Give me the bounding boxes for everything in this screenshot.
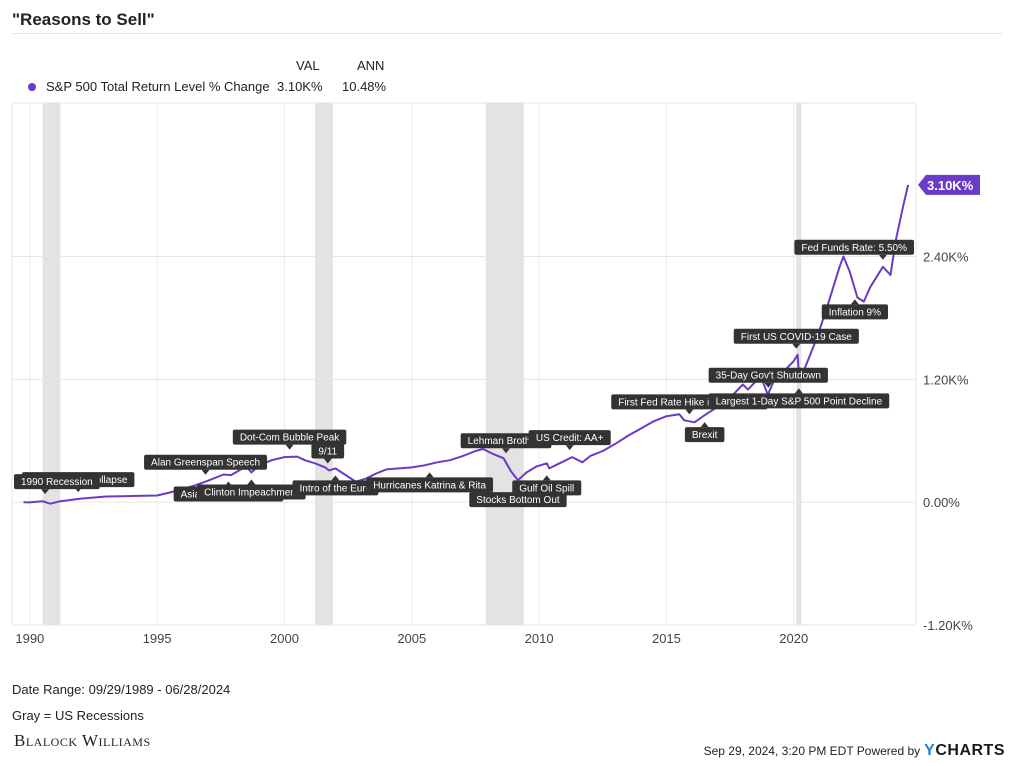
annotation-pointer <box>323 458 332 464</box>
annotation-label: Gulf Oil Spill <box>519 483 574 494</box>
annotation-label: Alan Greenspan Speech <box>151 458 260 469</box>
annotation-label: Lehman Brothers <box>468 436 545 447</box>
annotation[interactable]: Fed Funds Rate: 5.50% <box>794 239 914 260</box>
annotation-pointer <box>685 409 694 415</box>
annotation-pointer <box>542 475 551 481</box>
x-tick-label: 2010 <box>525 631 554 646</box>
annotation-pointer <box>850 299 859 305</box>
x-tick-label: 2015 <box>652 631 681 646</box>
annotation-box <box>528 430 611 446</box>
annotation-pointer <box>285 444 294 450</box>
end-value-label: 3.10K% <box>927 178 974 193</box>
annotation-label: Dot-Com Bubble Peak <box>240 433 340 444</box>
annotation[interactable]: Inflation 9% <box>821 299 889 320</box>
annotation-box <box>469 492 567 508</box>
legend-series-name: S&P 500 Total Return Level % Change <box>46 79 270 94</box>
plot-area <box>11 102 917 626</box>
annotation-pointer <box>792 343 801 349</box>
annotation-pointer <box>502 448 511 454</box>
y-tick-label: 0.00% <box>923 495 960 510</box>
annotation-label: First Fed Rate Hike in a Decade <box>618 397 761 408</box>
annotation-label: Hurricanes Katrina & Rita <box>373 480 486 491</box>
annotation-pointer <box>878 254 887 260</box>
legend-col-val: VAL <box>296 58 320 73</box>
x-tick-label: 1995 <box>143 631 172 646</box>
annotation[interactable]: Dot-Com Bubble Peak <box>232 429 347 450</box>
chart-title: "Reasons to Sell" <box>12 10 155 29</box>
annotation-label: 9/11 <box>318 446 337 457</box>
annotation[interactable]: Hurricanes Katrina & Rita <box>366 472 494 493</box>
annotation[interactable]: Largest 1-Day S&P 500 Point Decline <box>708 388 890 409</box>
annotation[interactable]: Intro of the Euro <box>292 475 379 496</box>
annotation[interactable]: Brexit <box>684 422 725 443</box>
annotation-label: First US COVID-19 Case <box>741 332 853 343</box>
annotation-pointer <box>565 445 574 451</box>
annotation-box <box>14 474 100 490</box>
annotation-box <box>708 367 828 383</box>
annotation-pointer <box>794 388 803 394</box>
annotation-pointer <box>425 472 434 478</box>
recession-band <box>42 103 61 625</box>
annotation-label: 1990 Recession <box>21 477 93 488</box>
annotation[interactable]: Gulf Oil Spill <box>512 475 582 496</box>
annotation-label: Inflation 9% <box>829 307 881 318</box>
y-tick-label: 1.20K% <box>923 372 969 387</box>
legend-series-dot <box>28 82 36 91</box>
annotation-box <box>144 454 268 470</box>
ycharts-logo[interactable]: YCHARTS <box>924 742 1005 759</box>
annotation-pointer <box>41 489 50 495</box>
x-tick-label: 2005 <box>397 631 426 646</box>
x-tick-label: 2020 <box>779 631 808 646</box>
annotation-pointer <box>201 469 210 475</box>
annotation[interactable]: First US COVID-19 Case <box>733 328 859 349</box>
annotation-pointer <box>700 422 709 428</box>
recession-band <box>485 103 524 625</box>
annotation-box <box>232 429 347 445</box>
x-tick-label: 1990 <box>15 631 44 646</box>
annotation[interactable]: Alan Greenspan Speech <box>144 454 268 475</box>
annotation-box <box>512 480 582 496</box>
annotation-pointer <box>247 479 256 485</box>
date-range: Date Range: 09/29/1989 - 06/28/2024 <box>12 682 231 697</box>
annotation-label: US Credit: AA+ <box>536 433 604 444</box>
timestamp: Sep 29, 2024, 3:20 PM EDT Powered by <box>703 744 921 758</box>
annotation[interactable]: Clinton Impeachment <box>197 479 306 500</box>
legend-col-ann: ANN <box>357 58 385 73</box>
footer-stamp: Sep 29, 2024, 3:20 PM EDT Powered by YCH… <box>704 742 1005 760</box>
annotation-pointer <box>764 382 773 388</box>
recession-band <box>315 103 333 625</box>
annotation-label: Clinton Impeachment <box>204 487 299 498</box>
annotation-label: Intro of the Euro <box>300 483 372 494</box>
end-value-tag <box>918 174 980 195</box>
annotation[interactable]: 35-Day Gov't Shutdown <box>708 367 828 388</box>
annotation-box <box>684 427 725 443</box>
legend-annualized: 10.48% <box>342 79 387 94</box>
annotation-box <box>733 328 859 344</box>
annotation-label: Fed Funds Rate: 5.50% <box>801 243 907 254</box>
annotation-box <box>292 480 379 496</box>
legend-value: 3.10K% <box>277 79 323 94</box>
recession-note: Gray = US Recessions <box>12 708 144 723</box>
annotation-label: Largest 1-Day S&P 500 Point Decline <box>716 396 883 407</box>
x-tick-label: 2000 <box>270 631 299 646</box>
annotation-label: Stocks Bottom Out <box>476 495 560 506</box>
legend-series-entry[interactable]: S&P 500 Total Return Level % Change <box>28 79 270 94</box>
annotation-box <box>708 393 890 409</box>
brand-logo: Blalock Williams <box>14 731 151 750</box>
annotation[interactable]: 1990 Recession <box>14 474 100 495</box>
annotation-box <box>366 477 494 493</box>
annotation-box <box>197 484 306 500</box>
annotation-label: 35-Day Gov't Shutdown <box>716 371 821 382</box>
y-tick-label: 2.40K% <box>923 250 969 265</box>
annotation-pointer <box>331 475 340 481</box>
line-chart[interactable]: 1990 1995 2000 2005 2010 2015 2020 2.40K% 1.20K%… <box>0 0 1015 660</box>
annotation[interactable]: 9/11 <box>311 443 345 464</box>
annotation[interactable]: US Credit: AA+ <box>528 430 611 451</box>
annotation-label: Brexit <box>692 430 718 441</box>
annotation-box <box>311 443 345 459</box>
title-divider <box>12 33 1002 34</box>
annotation-box <box>821 304 889 320</box>
y-tick-label: -1.20K% <box>923 618 973 633</box>
annotation-box <box>794 239 914 255</box>
